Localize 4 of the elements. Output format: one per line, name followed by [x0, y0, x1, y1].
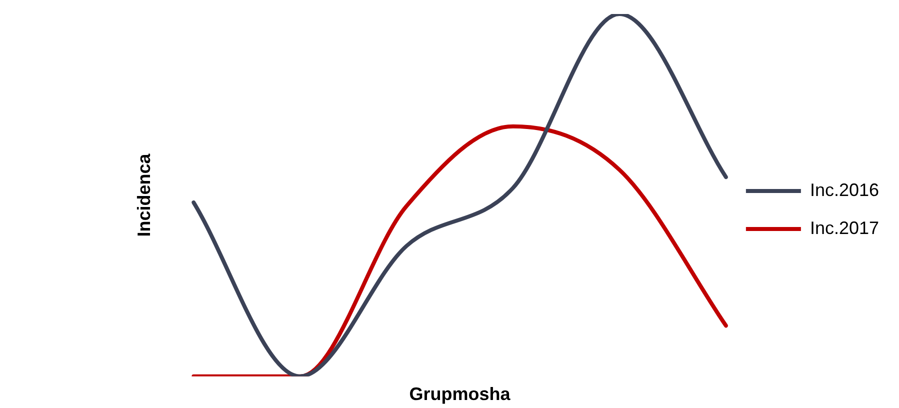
y-axis-title: Incidenca	[134, 152, 154, 237]
legend-label: Inc.2016	[810, 180, 880, 200]
x-axis-title: Grupmosha	[409, 384, 512, 404]
legend-label: Inc.2017	[810, 218, 880, 238]
